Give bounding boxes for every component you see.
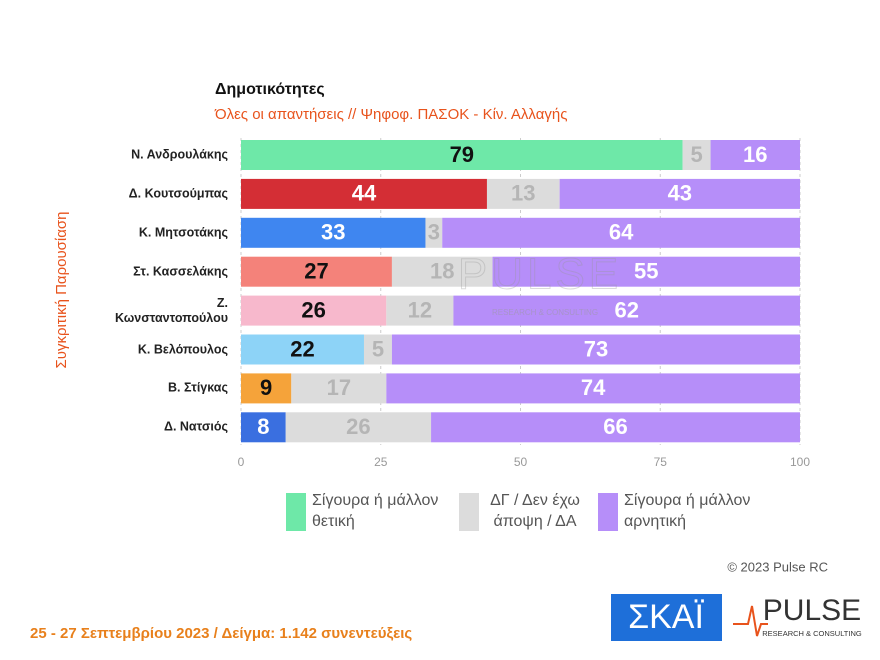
bar-segment [241,140,683,170]
data-label: 22 [290,336,314,361]
bar-segment [363,334,392,365]
bar-segment [241,295,387,326]
watermark-sub: RESEARCH & CONSULTING [492,308,598,317]
bar-segment [682,140,711,170]
legend-swatch [598,493,618,531]
bar-segment [386,373,800,404]
data-label: 8 [257,414,269,439]
y-tick-label: Στ. Κασσελάκης [133,264,228,279]
bar-segment [241,217,426,248]
y-tick-label: Κ. Βελόπουλος [137,342,228,356]
x-tick-label: 50 [514,455,528,469]
data-label: 16 [743,142,767,167]
data-label: 13 [511,181,535,206]
bar-segment [425,217,443,248]
logo-pulse: PULSE [763,594,861,627]
data-label: 27 [304,259,328,284]
bar-segment [241,334,364,365]
logo-box [611,594,722,641]
legend-label: Σίγουρα ή μάλλον αρνητική [624,492,751,530]
legend-label: Σίγουρα ή μάλλον θετική [312,492,439,530]
bar-segment [442,217,800,248]
legend-swatch [286,493,306,531]
legend-label: ΔΓ / Δεν έχω άποψη / ΔΑ [490,492,580,530]
data-label: 12 [408,297,432,322]
chart-subtitle: Όλες οι απαντήσεις // Ψηφοφ. ΠΑΣΟΚ - Κίν… [214,106,567,123]
data-label: 55 [634,259,658,284]
logo-skai: ΣΚΑΪ [628,598,704,636]
y-tick-label: Β. Στίγκας [167,380,228,395]
y-tick-label: Κ. Μητσοτάκης [138,225,228,240]
bar-segment [285,412,432,443]
data-label: 66 [603,414,627,439]
data-label: 18 [430,259,454,284]
watermark: PULSE [458,250,622,299]
bar-segment [559,178,800,209]
footer: 25 - 27 Σεπτεμβρίου 2023 / Δείγμα: 1.142… [30,625,412,642]
data-label: 44 [352,181,377,206]
data-label: 9 [260,375,272,400]
data-label: 26 [346,414,370,439]
bar-segment [241,373,292,404]
y-tick-label: Δ. Νατσιός [163,419,228,434]
logo-pulse-wave [733,605,768,637]
bar-segment [391,334,800,365]
data-label: 43 [668,181,692,206]
data-label: 64 [609,220,634,245]
x-tick-label: 25 [374,455,388,469]
logo-pulse-sub: RESEARCH & CONSULTING [762,629,862,638]
x-tick-label: 100 [790,455,810,469]
data-label: 26 [301,297,325,322]
data-label: 74 [581,375,606,400]
y-tick-label: Δ. Κουτσούμπας [128,186,228,201]
bar-segment [241,178,487,209]
chart-title: Δημοτικότητες [215,81,325,98]
y-axis-title: Συγκριτική Παρουσίαση [53,211,70,368]
bar-segment [291,373,387,404]
bar-segment [431,412,800,443]
bar-segment [391,256,493,287]
data-label: 5 [372,336,384,361]
bar-segment [486,178,560,209]
bar-segment [453,295,800,326]
y-tick-label: Ν. Ανδρουλάκης [131,147,228,162]
bar-segment [492,256,800,287]
data-label: 73 [584,336,608,361]
copyright: © 2023 Pulse RC [727,559,828,574]
bar-segment [241,256,392,287]
data-label: 3 [428,220,440,245]
bar-segment [710,140,800,170]
data-label: 62 [614,297,638,322]
bar-segment [386,295,454,326]
legend-swatch [459,493,479,531]
y-tick-label: Ζ. Κωνσταντοπούλου [114,295,228,325]
x-tick-label: 75 [654,455,668,469]
data-label: 5 [690,142,702,167]
data-label: 79 [450,142,474,167]
data-label: 33 [321,220,345,245]
x-tick-label: 0 [238,455,245,469]
data-label: 17 [327,375,351,400]
bar-segment [241,412,286,443]
